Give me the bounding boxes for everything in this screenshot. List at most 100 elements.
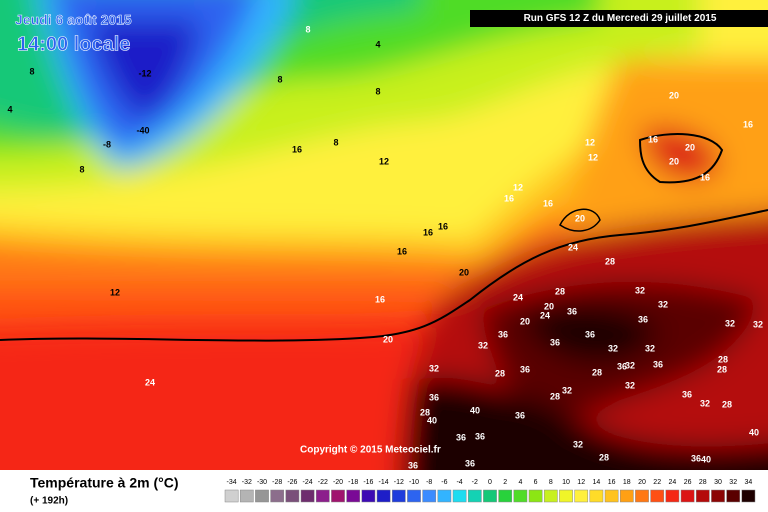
contour-label: 36 xyxy=(638,314,648,324)
legend-label: -24 xyxy=(303,479,313,486)
legend-label: 6 xyxy=(534,479,538,486)
legend-label: -8 xyxy=(426,479,432,486)
contour-label: 36 xyxy=(617,361,627,371)
legend-label: -10 xyxy=(409,479,419,486)
legend-swatch xyxy=(574,489,589,503)
legend-swatch xyxy=(407,489,421,503)
contour-label: 32 xyxy=(573,439,583,449)
legend-label: -2 xyxy=(472,479,478,486)
legend-swatch xyxy=(635,489,649,503)
legend-swatch xyxy=(665,489,680,503)
legend-label: -14 xyxy=(379,479,389,486)
contour-label: 28 xyxy=(420,407,430,417)
contour-label: 36 xyxy=(682,389,692,399)
legend-label: -20 xyxy=(333,479,343,486)
contour-label: 20 xyxy=(669,156,679,166)
legend-swatch xyxy=(619,489,634,503)
legend-swatch xyxy=(346,489,361,503)
contour-label: 40 xyxy=(749,427,759,437)
forecast-time: 14:00 locale xyxy=(17,33,130,55)
legend-swatch xyxy=(726,489,741,503)
contour-label: 24 xyxy=(145,377,155,387)
contour-label: 16 xyxy=(292,144,302,154)
legend-swatch xyxy=(543,489,558,503)
legend-swatch xyxy=(315,489,330,503)
legend-title: Température à 2m (°C) xyxy=(30,475,179,491)
legend-label: -12 xyxy=(394,479,404,486)
contour-label: 36 xyxy=(429,392,439,402)
contour-label: 32 xyxy=(635,285,645,295)
legend-swatch xyxy=(452,489,467,503)
contour-label: 36 xyxy=(585,329,595,339)
legend-label: -22 xyxy=(318,479,328,486)
run-info: Run GFS 12 Z du Mercredi 29 juillet 2015 xyxy=(524,13,717,24)
contour-label: 24 xyxy=(513,292,523,302)
contour-label: 24 xyxy=(568,242,578,252)
contour-label: 28 xyxy=(718,354,728,364)
contour-label: 28 xyxy=(555,286,565,296)
legend-label: 34 xyxy=(745,479,753,486)
legend-label: -6 xyxy=(441,479,447,486)
contour-label: 36 xyxy=(567,306,577,316)
contour-label: 28 xyxy=(495,368,505,378)
contour-label: 16 xyxy=(743,119,753,129)
contour-label: 8 xyxy=(375,86,380,96)
legend-label: 30 xyxy=(714,479,722,486)
contour-label: 20 xyxy=(575,213,585,223)
legend-label: 4 xyxy=(518,479,522,486)
legend-label: 10 xyxy=(562,479,570,486)
contour-label: 36 xyxy=(408,460,418,470)
contour-label: 16 xyxy=(423,227,433,237)
contour-label: 32 xyxy=(608,343,618,353)
contour-label: 28 xyxy=(722,399,732,409)
contour-label: 20 xyxy=(459,267,469,277)
contour-label: 40 xyxy=(701,454,711,464)
contour-label: 24 xyxy=(540,310,550,320)
run-box xyxy=(470,10,768,27)
contour-label: 32 xyxy=(725,318,735,328)
contour-label: 36 xyxy=(498,329,508,339)
legend-swatch xyxy=(483,489,497,503)
legend-swatch xyxy=(422,489,437,503)
legend-label: -30 xyxy=(257,479,267,486)
contour-label: 12 xyxy=(379,156,389,166)
contour-label: 36 xyxy=(550,337,560,347)
legend-swatch xyxy=(498,489,513,503)
contour-label: -8 xyxy=(103,139,111,149)
legend-label: -28 xyxy=(272,479,282,486)
contour-label: 36 xyxy=(691,453,701,463)
forecast-date: Jeudi 6 août 2015 xyxy=(15,12,132,28)
legend-swatch xyxy=(224,489,239,503)
contour-label: 16 xyxy=(504,193,514,203)
legend-label: 22 xyxy=(653,479,661,486)
contour-label: 32 xyxy=(429,363,439,373)
legend-swatch xyxy=(270,489,285,503)
legend-swatch xyxy=(650,489,665,503)
contour-label: 32 xyxy=(700,398,710,408)
legend-label: -18 xyxy=(348,479,358,486)
legend-label: 8 xyxy=(549,479,553,486)
legend-swatch xyxy=(361,489,376,503)
contour-label: 28 xyxy=(605,256,615,266)
contour-label: 36 xyxy=(456,432,466,442)
contour-label: 32 xyxy=(478,340,488,350)
contour-label: 28 xyxy=(592,367,602,377)
contour-label: 4 xyxy=(375,39,380,49)
contour-label: 16 xyxy=(543,198,553,208)
contour-label: 36 xyxy=(520,364,530,374)
legend-swatch xyxy=(255,489,269,503)
copyright: Copyright © 2015 Meteociel.fr xyxy=(300,445,441,456)
legend-swatch xyxy=(331,489,345,503)
contour-label: 16 xyxy=(700,172,710,182)
contour-label: 20 xyxy=(520,316,530,326)
contour-label: 12 xyxy=(588,152,598,162)
legend-label: 0 xyxy=(488,479,492,486)
contour-label: 32 xyxy=(625,360,635,370)
contour-label: 4 xyxy=(7,104,12,114)
contour-label: 20 xyxy=(383,334,393,344)
contour-label: 36 xyxy=(475,431,485,441)
contour-label: 36 xyxy=(465,458,475,468)
legend-label: 32 xyxy=(729,479,737,486)
